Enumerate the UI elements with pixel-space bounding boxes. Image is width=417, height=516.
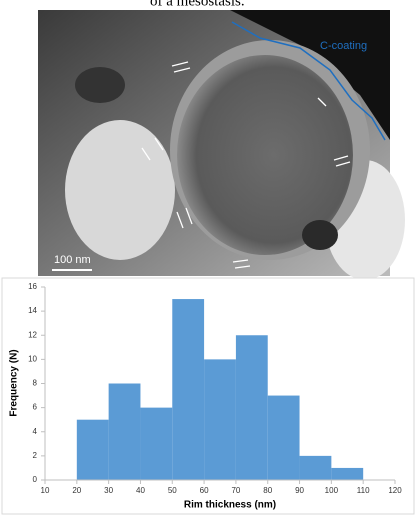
y-tick-label: 14	[28, 306, 37, 315]
x-tick-label: 80	[263, 486, 272, 495]
bar	[331, 467, 364, 480]
x-axis-label: Rim thickness (nm)	[184, 500, 276, 511]
x-tick-label: 70	[231, 486, 240, 495]
x-tick-label: 100	[325, 486, 339, 495]
x-tick-label: 60	[200, 486, 209, 495]
bar	[108, 383, 141, 480]
y-tick-label: 2	[33, 451, 38, 460]
x-tick-label: 120	[388, 486, 402, 495]
y-tick-label: 12	[28, 330, 37, 339]
scale-bar-label: 100 nm	[54, 254, 91, 266]
y-tick-label: 10	[28, 354, 37, 363]
histogram: Rim thickness (nm) Frequency (N) 0 2 4 6 8 10…	[9, 282, 403, 511]
y-tick-label: 0	[33, 475, 38, 484]
bar	[204, 359, 236, 480]
y-tick-label: 6	[33, 403, 38, 412]
micrograph: C-coating 100 nm	[38, 10, 405, 280]
caption-fragment: of a mesostasis.	[150, 0, 245, 9]
bar	[76, 419, 109, 480]
bar	[299, 455, 332, 480]
y-tick-label: 8	[33, 379, 38, 388]
x-tick-label: 10	[41, 486, 50, 495]
bar	[140, 407, 173, 480]
x-tick-label: 30	[104, 486, 113, 495]
x-tick-label: 40	[136, 486, 145, 495]
bar	[172, 299, 205, 480]
x-tick-label: 90	[295, 486, 304, 495]
x-tick-label: 110	[357, 486, 370, 495]
y-tick-label: 16	[28, 282, 37, 291]
x-tick-label: 50	[168, 486, 177, 495]
annotation: C-coating	[320, 40, 367, 52]
x-tick-label: 20	[72, 486, 81, 495]
y-tick-label: 4	[33, 427, 38, 436]
bar	[235, 335, 268, 480]
bar	[267, 395, 300, 480]
y-axis-label: Frequency (N)	[9, 349, 20, 416]
